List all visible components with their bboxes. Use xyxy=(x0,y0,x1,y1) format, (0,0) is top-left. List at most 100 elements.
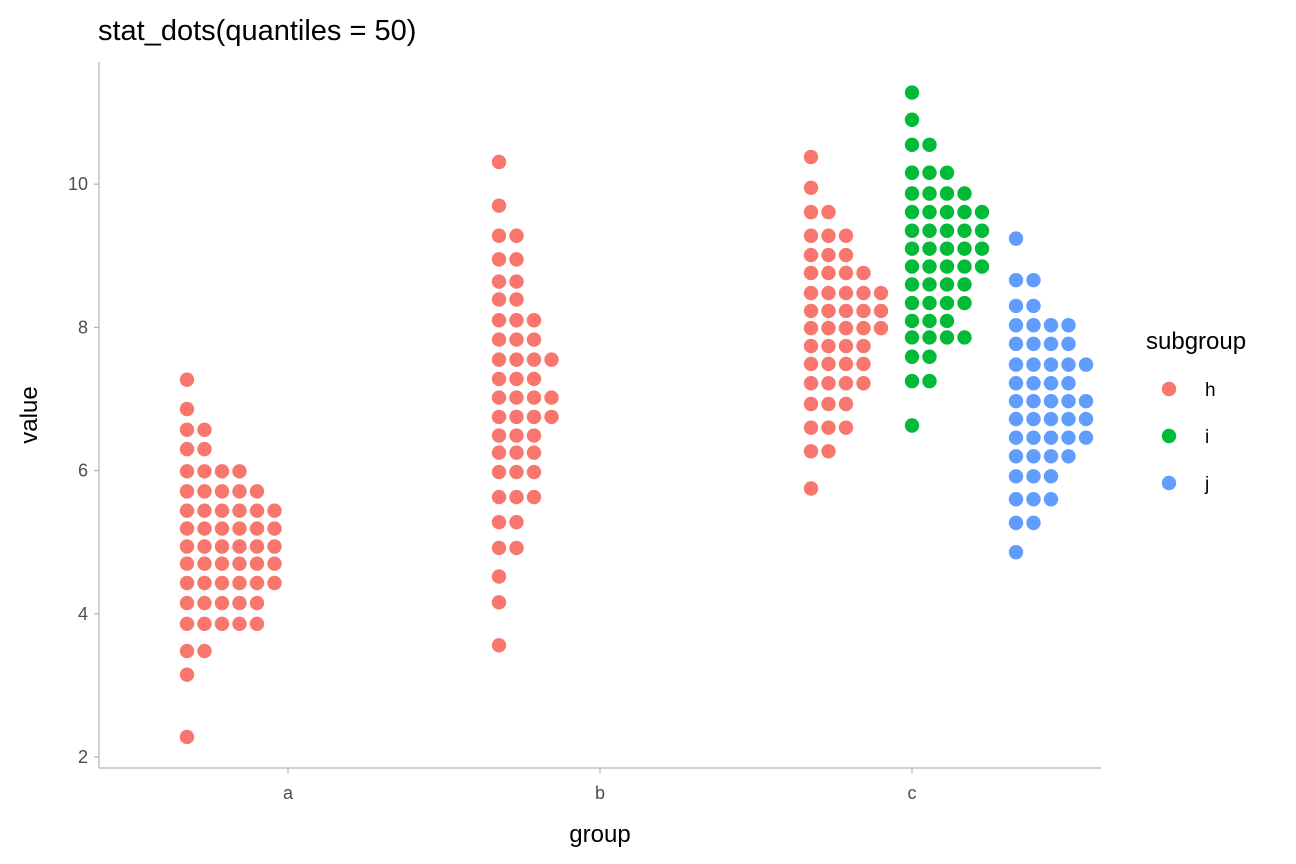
dot-c-h xyxy=(821,285,836,301)
dot-c-i xyxy=(957,186,972,201)
dot-b-h xyxy=(526,445,542,460)
dot-a-h xyxy=(232,503,247,518)
legend-key-i xyxy=(1161,428,1177,444)
dot-b-h xyxy=(526,313,542,328)
dot-c-i xyxy=(922,313,937,329)
dot-a-h xyxy=(214,464,230,479)
dot-b-h xyxy=(491,332,507,347)
dot-c-i xyxy=(957,295,972,311)
dot-a-h xyxy=(179,729,195,745)
dot-b-h xyxy=(544,352,559,367)
dot-b-h xyxy=(491,464,507,480)
dot-c-h xyxy=(803,420,819,435)
dot-c-j xyxy=(1008,298,1024,314)
dot-c-i xyxy=(922,137,937,153)
dot-a-h xyxy=(214,539,230,554)
dot-c-i xyxy=(939,277,955,292)
dot-b-h xyxy=(491,489,507,505)
dot-c-h xyxy=(821,204,836,220)
dot-c-i xyxy=(939,313,955,329)
dot-b-h xyxy=(491,638,507,653)
dot-c-i xyxy=(922,295,937,311)
dot-c-i xyxy=(904,295,920,311)
dot-c-j xyxy=(1008,336,1024,352)
dot-a-h xyxy=(179,401,195,417)
dot-a-h xyxy=(179,539,195,554)
dot-a-h xyxy=(179,484,195,499)
dot-b-h xyxy=(544,409,559,425)
dot-a-h xyxy=(197,643,212,659)
dot-c-h xyxy=(803,180,819,195)
dot-c-j xyxy=(1026,298,1041,314)
dot-a-h xyxy=(232,595,247,611)
dot-c-j xyxy=(1043,411,1059,427)
dot-c-j xyxy=(1078,393,1094,409)
dot-b-h xyxy=(509,540,524,556)
dot-c-i xyxy=(922,223,937,238)
legend: subgroup h i j xyxy=(1146,328,1246,495)
dot-a-h xyxy=(179,521,195,536)
dot-b-h xyxy=(509,274,524,289)
dot-a-h xyxy=(249,616,265,632)
dot-c-h xyxy=(838,396,854,412)
dot-a-h xyxy=(179,556,195,571)
dot-c-j xyxy=(1026,357,1041,372)
dot-c-j xyxy=(1043,376,1059,391)
legend-title: subgroup xyxy=(1146,328,1246,355)
dot-b-h xyxy=(526,332,542,347)
dot-a-h xyxy=(197,503,212,518)
dot-c-i xyxy=(904,313,920,329)
dot-c-j xyxy=(1061,411,1076,427)
dot-c-j xyxy=(1061,449,1076,464)
dot-a-h xyxy=(197,422,212,437)
dot-b-h xyxy=(509,514,524,530)
dot-c-h xyxy=(821,356,836,372)
dot-b-h xyxy=(509,445,524,460)
dot-c-j xyxy=(1008,515,1024,531)
dot-c-h xyxy=(803,396,819,412)
dot-a-h xyxy=(179,503,195,518)
legend-label-j: j xyxy=(1204,474,1209,495)
dot-c-h xyxy=(821,247,836,263)
dot-c-h xyxy=(803,149,819,165)
dot-b-h xyxy=(509,464,524,480)
dot-a-h xyxy=(214,484,230,499)
dot-b-h xyxy=(526,489,542,505)
dot-c-h xyxy=(873,320,889,336)
dot-c-i xyxy=(922,204,937,220)
dot-c-j xyxy=(1026,492,1041,507)
dot-c-j xyxy=(1043,318,1059,333)
dot-c-j xyxy=(1061,357,1076,372)
dot-c-i xyxy=(904,186,920,201)
dot-c-h xyxy=(821,320,836,336)
dot-b-h xyxy=(491,595,507,610)
dot-b-h xyxy=(491,274,507,289)
dot-b-h xyxy=(491,228,507,243)
dot-c-j xyxy=(1026,393,1041,409)
dot-c-h xyxy=(821,420,836,435)
dot-a-h xyxy=(197,539,212,554)
chart-title: stat_dots(quantiles = 50) xyxy=(98,15,416,47)
dot-c-h xyxy=(821,444,836,459)
dot-c-i xyxy=(922,241,937,256)
dot-c-j xyxy=(1061,376,1076,391)
dot-a-h xyxy=(232,616,247,632)
dot-c-i xyxy=(904,373,920,389)
dot-c-h xyxy=(838,338,854,354)
dot-c-i xyxy=(904,259,920,274)
dot-c-j xyxy=(1008,272,1024,288)
dot-c-i xyxy=(957,259,972,274)
legend-key-j xyxy=(1161,475,1177,491)
dot-c-i xyxy=(957,330,972,345)
dot-a-h xyxy=(197,521,212,536)
dot-a-h xyxy=(249,539,265,554)
dot-a-h xyxy=(232,539,247,554)
dot-b-h xyxy=(491,445,507,460)
dot-b-h xyxy=(509,352,524,367)
dot-c-j xyxy=(1043,469,1059,484)
dot-b-h xyxy=(491,352,507,367)
dot-c-h xyxy=(803,338,819,354)
dot-a-h xyxy=(179,643,195,659)
x-tick-label: c xyxy=(908,783,917,803)
dot-c-i xyxy=(922,277,937,292)
